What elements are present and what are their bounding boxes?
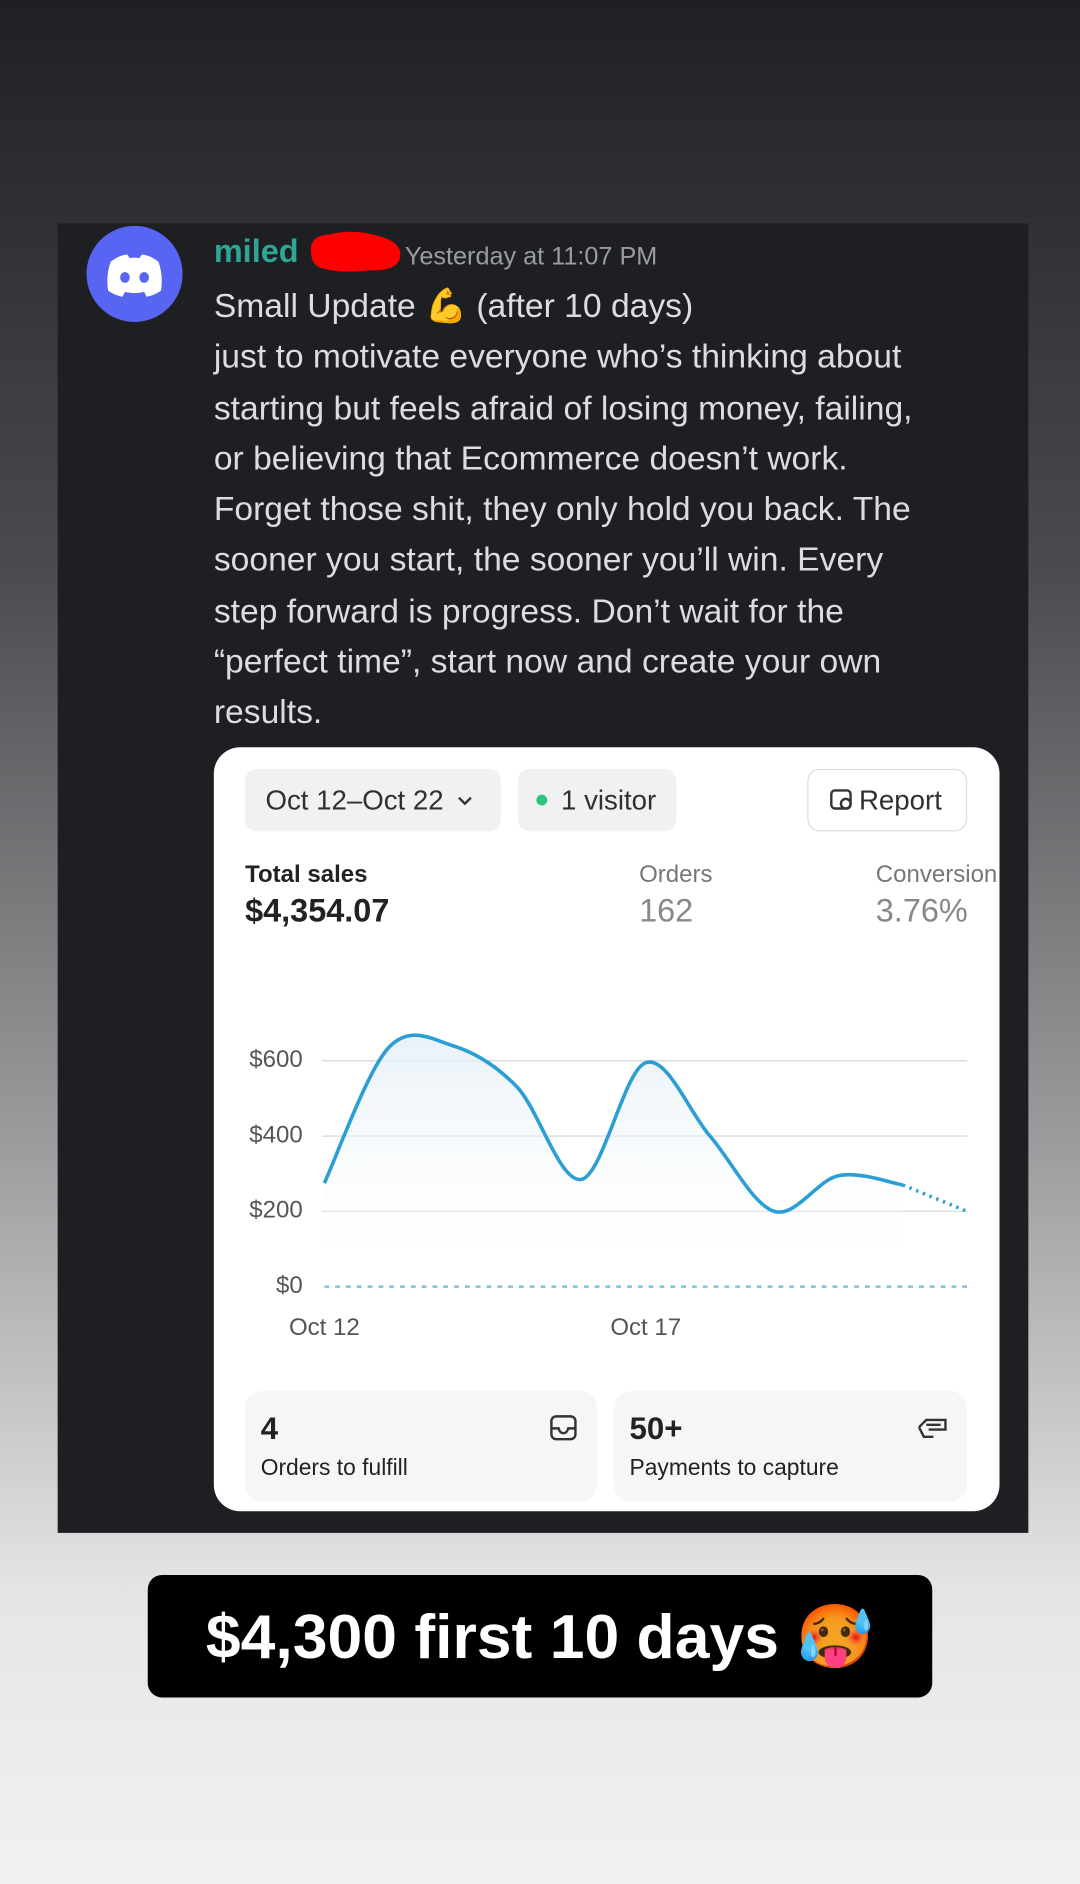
report-button[interactable]: Report bbox=[807, 768, 968, 832]
tile-value: 50+ bbox=[629, 1410, 683, 1447]
message-line: “perfect time”, start now and create you… bbox=[213, 642, 882, 681]
inbox-icon bbox=[550, 1415, 577, 1441]
payment-icon bbox=[917, 1418, 947, 1438]
message-line: Forget those shit, they only hold you ba… bbox=[213, 490, 911, 528]
line bbox=[322, 1033, 904, 1214]
caption: $4,300 first 10 days 🥵 bbox=[147, 1574, 933, 1698]
metric-value: 3.76% bbox=[875, 892, 968, 929]
message-line: step forward is progress. Don’t wait for… bbox=[213, 591, 844, 630]
message-lines: just to motivate everyone who’s thinking… bbox=[214, 332, 913, 739]
fulfill-tile[interactable]: 4 Orders to fulfill bbox=[245, 1391, 598, 1502]
tile-value: 4 bbox=[260, 1410, 279, 1447]
metric-label: Conversion bbox=[875, 861, 998, 888]
chevron bbox=[458, 796, 473, 806]
y-tick-label: $0 bbox=[276, 1272, 303, 1299]
username[interactable]: miled bbox=[213, 233, 299, 270]
avatar bbox=[86, 225, 183, 322]
message-line: results. bbox=[213, 693, 323, 731]
x-tick-label: Oct 12 bbox=[289, 1314, 360, 1341]
x-tick-label: Oct 17 bbox=[610, 1314, 681, 1341]
visitors: 1 visitor bbox=[561, 783, 657, 816]
metric-label: Total sales bbox=[245, 861, 368, 888]
visitors-button[interactable]: 1 visitor bbox=[517, 768, 677, 832]
date-range-button[interactable]: Oct 12–Oct 22 bbox=[245, 768, 501, 832]
payments-tile[interactable]: 50+ Payments to capture bbox=[613, 1391, 968, 1502]
report-icon bbox=[830, 789, 852, 810]
analytics-card: Oct 12–Oct 22 1 visitor Report Total sal… bbox=[213, 747, 1000, 1512]
message-line: starting but feels afraid of losing mone… bbox=[213, 388, 913, 426]
date-range: Oct 12–Oct 22 bbox=[265, 783, 444, 816]
message-body: Small Update 💪 (after 10 days) just to m… bbox=[214, 281, 913, 738]
timestamp: Yesterday at 11:07 PM bbox=[404, 242, 658, 271]
y-tick-label: $600 bbox=[249, 1046, 302, 1073]
tile-label: Orders to fulfill bbox=[260, 1456, 408, 1482]
metric-value: $4,354.07 bbox=[245, 892, 390, 929]
metric-label: Orders bbox=[639, 861, 713, 888]
message-title: Small Update 💪 (after 10 days) bbox=[213, 287, 694, 325]
tile-label: Payments to capture bbox=[629, 1456, 839, 1482]
message-line: or believing that Ecommerce doesn’t work… bbox=[213, 439, 848, 477]
y-tick-label: $400 bbox=[249, 1121, 302, 1148]
y-tick-label: $200 bbox=[249, 1197, 302, 1224]
live-dot bbox=[536, 794, 548, 806]
area bbox=[324, 1035, 903, 1287]
message-line: sooner you start, the sooner you’ll win.… bbox=[213, 541, 884, 579]
metric-value: 162 bbox=[639, 892, 694, 929]
redaction bbox=[310, 231, 401, 272]
message-line: just to motivate everyone who’s thinking… bbox=[213, 337, 902, 376]
chart: $0 $200 $400 $600 Oct 12 Oct 17 bbox=[249, 1033, 968, 1341]
projected-line bbox=[902, 1183, 968, 1214]
report: Report bbox=[858, 783, 942, 816]
